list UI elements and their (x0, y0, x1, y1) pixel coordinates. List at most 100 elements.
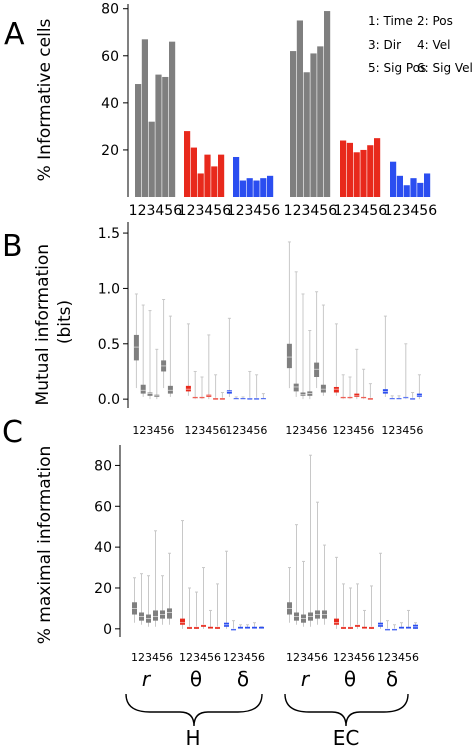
bar-h-theta-4 (204, 154, 211, 197)
panel-c-box-ec-theta-3 (348, 626, 353, 629)
bar-ec-theta-1 (340, 140, 347, 197)
panel-label-b: B (2, 229, 23, 264)
panel-c-y-label: % maximal information (35, 446, 55, 645)
bar-h-theta-1 (184, 131, 191, 197)
panel-c-box-h-r-6 (167, 608, 172, 619)
panel-c-box-h-delta-5 (252, 626, 257, 629)
bar-ec-theta-3 (353, 152, 360, 197)
bar-ec-delta-1 (390, 161, 397, 197)
panel-b-box-h-delta-4 (247, 398, 253, 400)
bar-ec-r-6 (324, 11, 331, 198)
panel-b-box-ec-r-5 (314, 362, 320, 377)
panel-c-box-ec-delta-5 (406, 626, 411, 629)
panel-c-box-ec-theta-5 (362, 626, 367, 629)
panel-c-box-ec-theta-1 (334, 618, 339, 625)
panel-b-x-tick-labels-ec-delta: 123456 (381, 424, 423, 437)
bar-h-theta-3 (197, 173, 204, 197)
bar-h-delta-2 (239, 180, 246, 197)
bar-ec-delta-2 (396, 175, 403, 197)
bar-ec-r-1 (290, 51, 297, 198)
bar-h-r-3 (148, 121, 155, 197)
panel-b-box-h-r-1 (133, 334, 139, 361)
group-symbol-h-r: r (142, 667, 152, 691)
panel-c-box-ec-delta-3 (392, 628, 397, 631)
panel-c-box-h-r-4 (153, 610, 158, 621)
bar-h-delta-6 (267, 175, 274, 197)
bar-h-r-5 (162, 76, 169, 197)
bar-h-r-2 (141, 39, 148, 198)
panel-b-box-h-r-3 (147, 392, 153, 396)
panel-b-x-tick-labels-ec-theta: 123456 (332, 424, 374, 437)
bar-ec-theta-2 (346, 142, 353, 197)
panel-b-box-h-theta-6 (219, 398, 225, 400)
panel-b-x-tick-labels-h-theta: 123456 (184, 424, 226, 437)
bar-h-theta-5 (211, 166, 218, 197)
legend-item-2: 2: Pos (417, 14, 453, 28)
panel-c-x-tick-labels-h-delta: 123456 (223, 651, 265, 664)
legend: 1: Time 2: Pos 3: Dir 4: Vel 5: Sig Pos … (368, 14, 473, 75)
panel-b-y-tick-label: 0.0 (98, 392, 120, 408)
panel-b-box-h-r-2 (140, 384, 146, 394)
panel-c-box-h-delta-6 (259, 626, 264, 629)
panel-b-box-ec-delta-5 (410, 398, 416, 400)
panel-label-a: A (4, 17, 25, 52)
panel-c-x-tick-labels-ec-r: 123456 (286, 651, 328, 664)
panel-b-box-h-delta-5 (254, 398, 260, 400)
bar-ec-theta-6 (374, 138, 381, 197)
group-symbols: r θ δ r θ δ (142, 667, 398, 691)
panel-c-box-ec-delta-2 (385, 628, 390, 631)
panel-c-y-tick-label: 20 (94, 581, 112, 597)
panel-a-y-tick-label: 20 (101, 143, 119, 159)
brace-ec (284, 693, 409, 727)
panel-c-box-h-delta-4 (245, 626, 250, 629)
panel-c-box-ec-theta-6 (369, 626, 374, 629)
panel-c-x-tick-labels-h-theta: 123456 (179, 651, 221, 664)
panel-c-box-h-theta-5 (208, 626, 213, 629)
panel-b-y-tick-label: 1.0 (98, 281, 120, 297)
panel-b-box-ec-r-6 (320, 384, 326, 393)
panel-c-box-h-delta-2 (231, 628, 236, 631)
panel-b-y-label-line2: (bits) (55, 300, 75, 344)
panel-a-y-tick-label: 60 (101, 49, 119, 65)
panel-b-box-h-theta-1 (185, 385, 191, 392)
bar-h-delta-5 (260, 178, 267, 197)
panel-a-x-tick-labels-h-delta: 123456 (227, 203, 281, 219)
panel-c-box-ec-theta-2 (341, 626, 346, 629)
bar-ec-theta-5 (367, 145, 374, 197)
legend-item-6: 6: Sig Vel (417, 61, 473, 75)
region-label-ec: EC (333, 726, 360, 746)
panel-b-box-ec-theta-1 (333, 386, 339, 393)
panel-a-x-tick-labels-ec-theta: 123456 (334, 203, 388, 219)
panel-b-y-label: Mutual information (bits) (33, 239, 75, 406)
panel-b-y-label-line1: Mutual information (33, 244, 53, 406)
group-symbol-h-theta: θ (190, 667, 202, 691)
bar-ec-r-3 (303, 72, 310, 197)
panel-b-box-ec-theta-4 (354, 393, 360, 397)
bar-ec-theta-4 (360, 149, 367, 197)
panel-c-box-h-theta-6 (215, 626, 220, 629)
panel-a-y-label: % Informative cells (35, 18, 55, 181)
panel-a-x-tick-labels-h-theta: 123456 (178, 203, 232, 219)
panel-b-x-tick-labels-h-delta: 123456 (225, 424, 267, 437)
bar-ec-delta-6 (424, 173, 431, 197)
panel-label-c: C (2, 415, 23, 450)
panel-b-box-ec-r-3 (300, 392, 306, 396)
panel-c-y-tick-label: 0 (103, 622, 112, 638)
bar-h-r-6 (169, 41, 176, 197)
panel-a-x-tick-labels-ec-delta: 123456 (384, 203, 438, 219)
panel-b-chart: 0.0 0.5 1.0 1.5 Mutual information (bits) 1… (33, 222, 423, 437)
panel-c-box-ec-theta-4 (355, 624, 360, 627)
panel-b-box-ec-r-1 (286, 343, 292, 369)
bar-h-delta-4 (253, 180, 260, 197)
bar-h-r-4 (155, 74, 162, 197)
bar-h-theta-2 (190, 147, 197, 197)
bar-ec-r-2 (296, 20, 303, 197)
panel-b-x-tick-labels-ec-r: 123456 (285, 424, 327, 437)
panel-c-x-tick-labels-ec-delta: 123456 (377, 651, 419, 664)
bar-ec-r-4 (310, 53, 317, 197)
panel-c-box-h-delta-3 (238, 626, 243, 629)
panel-c-box-h-theta-3 (194, 626, 199, 629)
legend-item-4: 4: Vel (417, 38, 451, 52)
bar-ec-r-5 (317, 46, 324, 198)
